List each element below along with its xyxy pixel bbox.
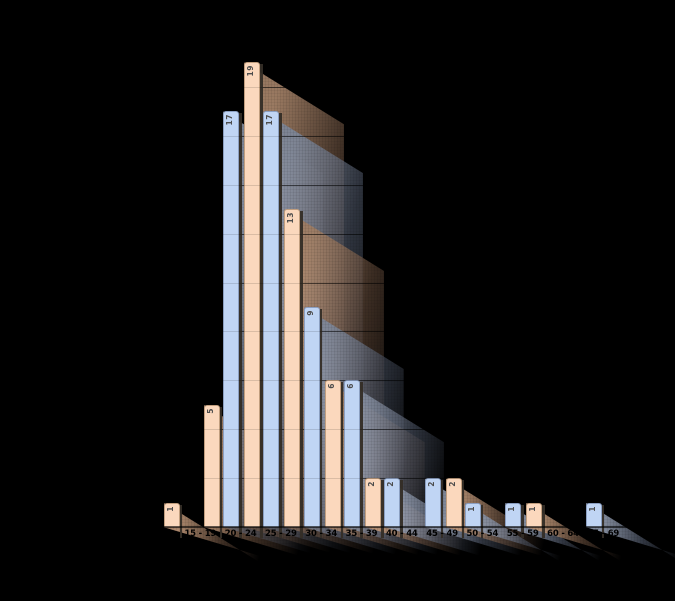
gridline-overlay: [155, 282, 652, 284]
bar-series-orange-25-29: [284, 209, 301, 527]
gridline: [155, 380, 652, 382]
gridline: [155, 86, 652, 88]
bar-series-orange-20-24: [244, 62, 261, 527]
bar-side-face-series-orange-20-24: [260, 64, 263, 538]
bar-series-blue-55-59: [505, 502, 522, 527]
gridline-overlay: [155, 478, 652, 480]
gridline-overlay: [155, 184, 652, 186]
bar-side-face-series-blue-20-24: [239, 113, 242, 538]
bar-side-face-series-orange-45-49: [461, 480, 465, 538]
bar-side-face-series-orange-55-59: [542, 504, 545, 538]
x-axis-label-20-24: 20 - 24: [224, 529, 257, 539]
gridline: [155, 331, 652, 333]
gridline-overlay: [155, 135, 652, 137]
gridline-overlay: [155, 331, 652, 333]
x-axis-label-50-54: 50 - 54: [466, 529, 499, 539]
bar-series-blue-40-44: [384, 478, 401, 527]
bar-side-face-series-blue-30-34: [319, 309, 323, 538]
gridline-overlay: [155, 429, 652, 431]
bar-side-face-series-blue-35-39: [360, 382, 363, 538]
bar-series-orange-45-49: [445, 478, 462, 527]
bar-series-blue-35-39: [344, 380, 360, 527]
x-axis-label-40-44: 40 - 44: [385, 529, 418, 539]
bar-side-face-series-blue-50-54: [480, 504, 484, 538]
bar-series-orange-55-59: [526, 502, 543, 527]
gridline-overlay: [155, 86, 652, 88]
x-axis-label-35-39: 35 - 39: [345, 529, 378, 539]
bar-side-face-series-blue-40-44: [400, 480, 403, 538]
gridline: [155, 135, 652, 137]
bar-side-face-series-orange-30-34: [340, 382, 344, 538]
gridline: [155, 184, 652, 186]
bar-side-face-series-blue-55-59: [521, 504, 524, 538]
bar-series-blue-20-24: [223, 111, 240, 527]
bar-side-face-series-orange-15-19: [219, 406, 223, 539]
bar-series-blue-50-54: [464, 502, 481, 527]
x-axis-label-55-59: 55 - 59: [506, 529, 539, 539]
bar-series-blue-65-69: [585, 502, 602, 527]
x-axis-line: [150, 526, 655, 528]
gridline: [155, 429, 652, 431]
bar-series-orange-30-34: [324, 380, 341, 527]
x-axis-label-30-34: 30 - 34: [305, 529, 338, 539]
bar-series-orange-unlabeled: [163, 502, 180, 527]
gridline-overlay: [155, 233, 652, 235]
gridline: [155, 478, 652, 480]
bar-side-face-series-blue-65-69: [601, 504, 605, 538]
bar-side-face-series-orange-unlabeled: [179, 504, 182, 538]
x-axis-label-45-49: 45 - 49: [426, 529, 458, 539]
bar-series-orange-35-39: [365, 478, 381, 527]
gridline: [155, 233, 652, 235]
bar-series-blue-45-49: [424, 478, 441, 527]
bar-side-face-series-orange-35-39: [381, 480, 384, 538]
bar-side-face-series-orange-25-29: [300, 211, 303, 538]
gridline-overlay: [155, 380, 652, 382]
x-axis-label-60-64: 60 - 64: [547, 529, 579, 539]
bar-series-orange-15-19: [203, 404, 220, 528]
gridline: [155, 282, 652, 284]
bar-series-blue-30-34: [303, 307, 320, 527]
bar-series-blue-25-29: [263, 111, 280, 527]
x-axis-label-15-19: 15 - 19: [184, 529, 217, 539]
x-axis-label-65-69: 65 - 69: [587, 529, 620, 539]
x-axis-label-25-29: 25 - 29: [265, 529, 297, 539]
bar-side-face-series-blue-45-49: [440, 480, 444, 538]
bar-side-face-series-blue-25-29: [279, 113, 282, 538]
